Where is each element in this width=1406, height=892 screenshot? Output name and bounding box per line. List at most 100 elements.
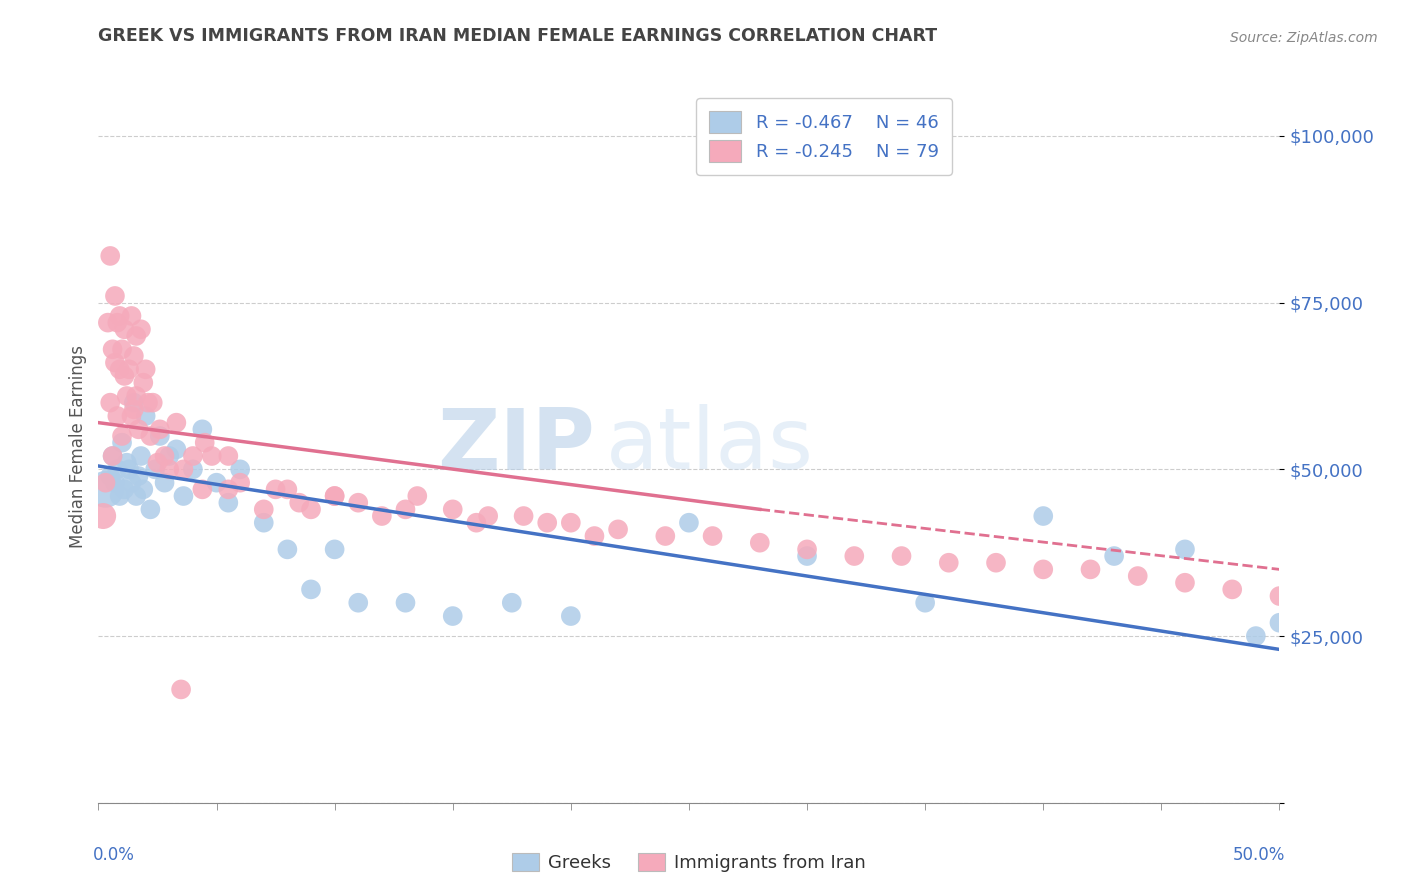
Point (347, 596, 370, 610)
Point (406, 489, 429, 503)
Point (181, 449, 204, 463)
Point (1220, 582, 1243, 597)
Point (678, 516, 700, 530)
Point (984, 556, 1007, 570)
Point (111, 435, 134, 450)
Text: atlas: atlas (606, 404, 814, 488)
Y-axis label: Median Female Earnings: Median Female Earnings (69, 344, 87, 548)
Text: Source: ZipAtlas.com: Source: ZipAtlas.com (1230, 30, 1378, 45)
Point (153, 475, 176, 490)
Point (347, 496, 370, 510)
Point (121, 475, 143, 490)
Point (91, 509, 114, 524)
Point (264, 483, 287, 497)
Point (101, 449, 124, 463)
Point (125, 389, 148, 403)
Point (104, 475, 127, 490)
Point (157, 462, 180, 476)
Point (121, 409, 143, 423)
Point (94, 483, 117, 497)
Point (153, 449, 176, 463)
Point (253, 516, 276, 530)
Point (149, 422, 172, 436)
Point (101, 343, 124, 357)
Text: 0.0%: 0.0% (93, 846, 135, 863)
Point (98, 395, 121, 409)
Point (97, 316, 120, 330)
Point (101, 449, 124, 463)
Point (105, 462, 128, 476)
Point (165, 416, 187, 430)
Point (104, 289, 127, 303)
Point (111, 343, 134, 357)
Point (149, 429, 172, 443)
Point (1268, 615, 1291, 630)
Point (118, 362, 141, 376)
Point (536, 516, 558, 530)
Point (112, 368, 135, 383)
Point (1032, 509, 1054, 524)
Point (112, 322, 135, 336)
Point (122, 395, 145, 409)
Point (105, 316, 128, 330)
Point (172, 462, 194, 476)
Point (125, 329, 148, 343)
Point (501, 596, 523, 610)
Point (441, 502, 464, 516)
Text: GREEK VS IMMIGRANTS FROM IRAN MEDIAN FEMALE EARNINGS CORRELATION CHART: GREEK VS IMMIGRANTS FROM IRAN MEDIAN FEM… (98, 27, 938, 45)
Point (146, 456, 169, 470)
Point (654, 529, 676, 543)
Point (1080, 562, 1102, 576)
Point (217, 483, 239, 497)
Point (132, 483, 155, 497)
Point (122, 402, 145, 417)
Point (104, 356, 127, 370)
Point (477, 509, 499, 524)
Point (136, 395, 159, 409)
Point (201, 449, 224, 463)
Point (157, 449, 180, 463)
Point (253, 502, 276, 516)
Point (108, 309, 131, 323)
Point (121, 309, 143, 323)
Point (135, 362, 157, 376)
Point (229, 462, 252, 476)
Text: 50.0%: 50.0% (1233, 846, 1285, 863)
Point (135, 409, 157, 423)
Legend: Greeks, Immigrants from Iran: Greeks, Immigrants from Iran (505, 846, 873, 880)
Point (105, 409, 128, 423)
Point (512, 509, 534, 524)
Point (560, 516, 582, 530)
Point (129, 322, 152, 336)
Point (191, 422, 214, 436)
Point (299, 502, 322, 516)
Point (583, 529, 606, 543)
Point (132, 376, 155, 390)
Point (217, 449, 239, 463)
Point (323, 489, 346, 503)
Point (276, 483, 298, 497)
Point (441, 609, 464, 624)
Point (108, 489, 131, 503)
Point (115, 456, 138, 470)
Point (98, 249, 121, 263)
Point (118, 462, 141, 476)
Point (1102, 549, 1125, 563)
Point (229, 475, 252, 490)
Point (98, 469, 121, 483)
Point (560, 609, 582, 624)
Point (165, 442, 187, 457)
Point (276, 542, 298, 557)
Point (465, 516, 488, 530)
Point (914, 596, 936, 610)
Point (1174, 575, 1197, 590)
Point (142, 395, 165, 409)
Point (170, 682, 193, 697)
Point (139, 502, 162, 516)
Point (288, 496, 311, 510)
Point (125, 489, 148, 503)
Point (111, 429, 134, 443)
Point (394, 596, 416, 610)
Point (1244, 629, 1267, 643)
Point (94, 475, 117, 490)
